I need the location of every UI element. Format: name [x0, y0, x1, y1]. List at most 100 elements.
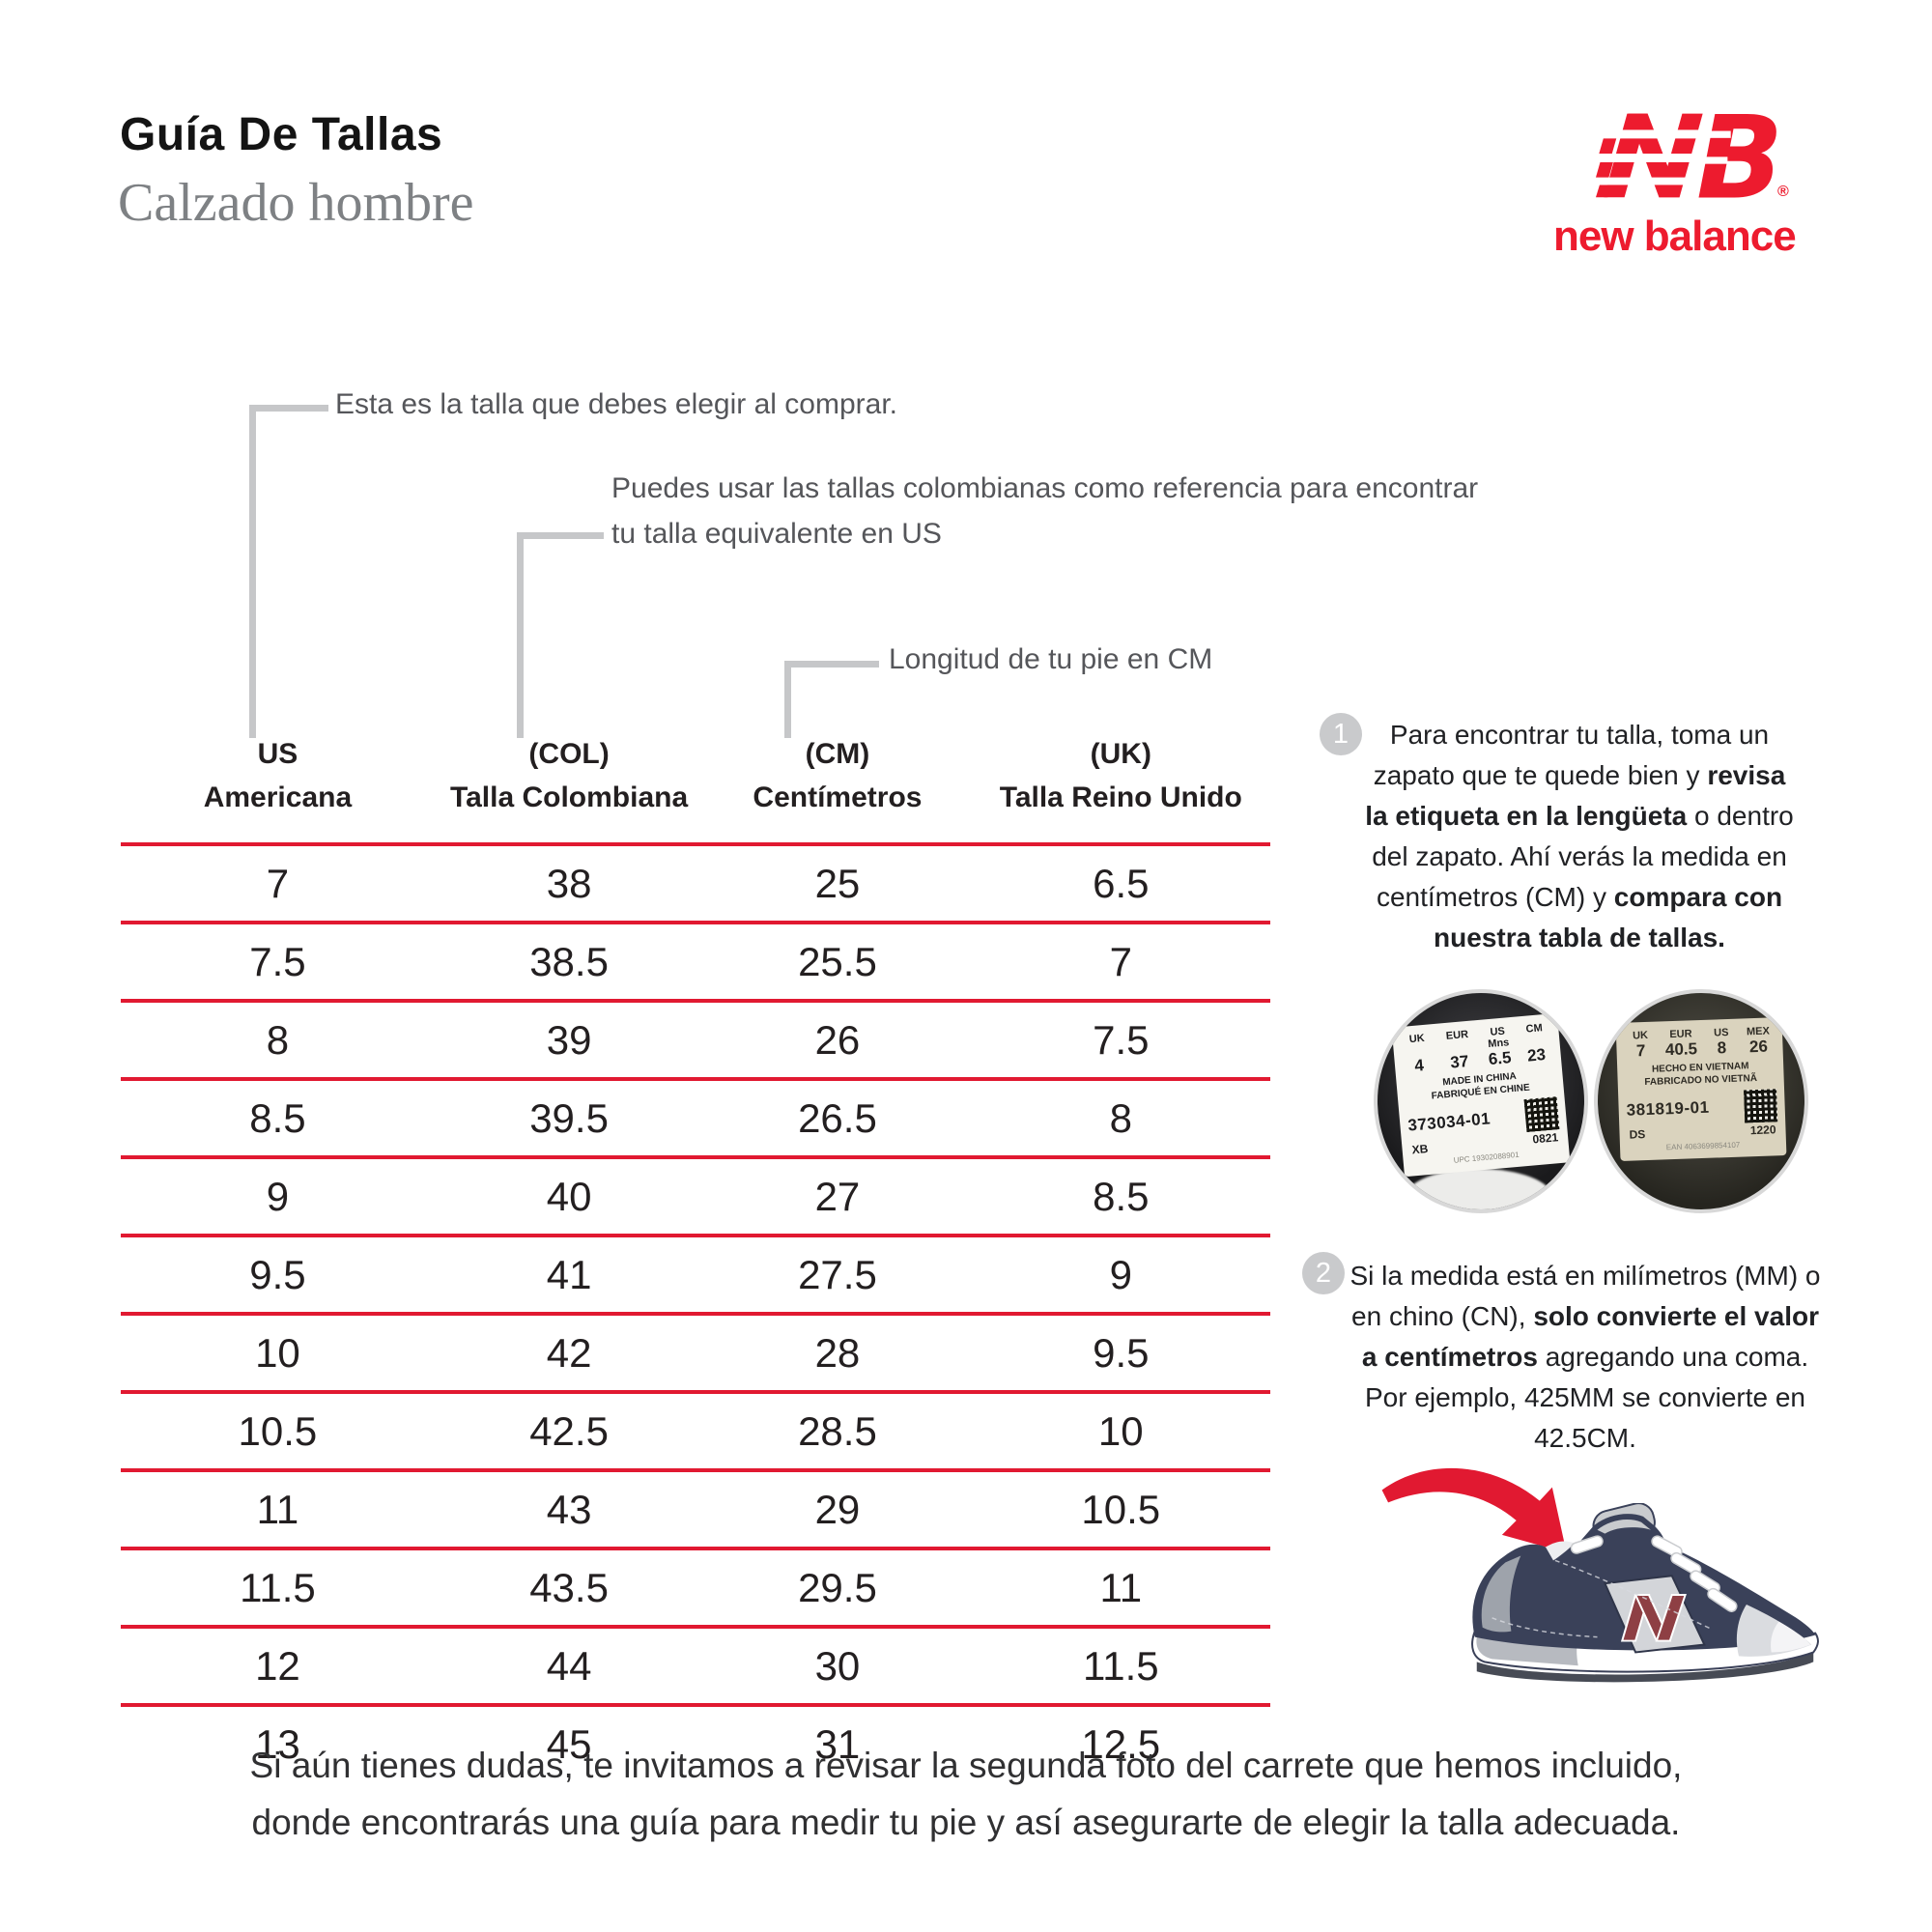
bracket-line-col-horizontal [517, 532, 604, 539]
size-cell: 42.5 [434, 1390, 704, 1470]
tag-size-value: 40.5 [1664, 1039, 1698, 1060]
size-table: US Americana (COL) Talla Colombiana (CM)… [121, 732, 1270, 1781]
size-table-body: 7 38 25 6.5 7.5 38.5 25.5 7 8 39 26 7.5 8.5 39.5 26.5 8… [121, 842, 1270, 1781]
size-cell: 10.5 [121, 1390, 435, 1470]
size-cell: 13 [121, 1703, 435, 1781]
table-row: 9 40 27 8.5 [121, 1155, 1270, 1236]
table-row: 9.5 41 27.5 9 [121, 1234, 1270, 1314]
size-cell: 8.5 [121, 1077, 435, 1157]
bracket-line-col-vertical [517, 532, 524, 738]
footer-note-line2: donde encontrarás una guía para medir tu… [251, 1803, 1681, 1843]
size-cell: 10 [121, 1312, 435, 1392]
bracket-line-cm-vertical [784, 661, 791, 738]
size-cell: 12.5 [971, 1703, 1270, 1781]
bracket-line-cm-horizontal [784, 661, 879, 668]
column-header-col-code: (COL) [528, 738, 610, 770]
tag-factory-code: XB [1411, 1142, 1429, 1157]
column-header-col-label: Talla Colombiana [450, 781, 689, 813]
tissue-paper [1406, 1169, 1551, 1209]
size-cell: 11 [121, 1468, 435, 1548]
step-2-badge: 2 [1302, 1252, 1345, 1294]
table-row: 11 43 29 10.5 [121, 1468, 1270, 1548]
size-cell: 38 [434, 842, 704, 923]
size-cell: 9 [121, 1155, 435, 1236]
tag-size-value: 7 [1635, 1040, 1646, 1061]
size-cell: 25.5 [703, 921, 972, 1001]
size-cell: 9.5 [971, 1312, 1270, 1392]
size-cell: 29.5 [703, 1547, 972, 1627]
shoe-laces [1570, 1535, 1738, 1612]
size-cell: 39 [434, 999, 704, 1079]
column-header-cm-label: Centímetros [753, 781, 923, 813]
size-cell: 7 [121, 842, 435, 923]
svg-text:B: B [1696, 97, 1779, 201]
tag-size-system: UK [1408, 1032, 1426, 1046]
size-cell: 40 [434, 1155, 704, 1236]
size-table-header-row: US Americana (COL) Talla Colombiana (CM)… [121, 732, 1270, 844]
size-cell: 7.5 [971, 999, 1270, 1079]
tag-size-value: 23 [1526, 1045, 1547, 1065]
table-row: 8.5 39.5 26.5 8 [121, 1077, 1270, 1157]
tag-size-value: 6.5 [1488, 1048, 1513, 1069]
shoe-tag-photo-china: UK EUR US Mns CM 4 37 6.5 23 MADE IN CHI… [1374, 989, 1588, 1213]
column-header-us-code: US [257, 738, 298, 770]
size-cell: 8 [121, 999, 435, 1079]
size-cell: 10 [971, 1390, 1270, 1470]
size-cell: 42 [434, 1312, 704, 1392]
tag-date-code: 1220 [1749, 1122, 1776, 1138]
size-cell: 8.5 [971, 1155, 1270, 1236]
tag-date-code: 0821 [1531, 1130, 1559, 1147]
column-header-us: US Americana [121, 732, 435, 844]
callout-col-line1: Puedes usar las tallas colombianas como … [611, 472, 1479, 504]
column-header-uk-label: Talla Reino Unido [999, 781, 1242, 813]
table-row: 10 42 28 9.5 [121, 1312, 1270, 1392]
footer-note: Si aún tienes dudas, te invitamos a revi… [155, 1737, 1777, 1851]
column-header-col: (COL) Talla Colombiana [435, 732, 703, 844]
qr-code-icon [1744, 1089, 1778, 1123]
sneaker-illustration [1471, 1503, 1819, 1683]
bracket-line-us-horizontal [249, 405, 328, 412]
size-cell: 27.5 [703, 1234, 972, 1314]
page-subtitle: Calzado hombre [118, 173, 474, 233]
tag-size-value: 8 [1717, 1038, 1727, 1058]
qr-code-icon [1523, 1096, 1560, 1133]
size-cell: 6.5 [971, 842, 1270, 923]
tag-fine-print: EAN 4063699854107 [1665, 1140, 1741, 1152]
table-row: 10.5 42.5 28.5 10 [121, 1390, 1270, 1470]
shoe-n-logo-icon [1620, 1594, 1687, 1642]
table-row: 13 45 31 12.5 [121, 1703, 1270, 1781]
size-cell: 9 [971, 1234, 1270, 1314]
callout-col-line2: tu talla equivalente en US [611, 517, 942, 550]
registered-trademark-icon: ® [1777, 184, 1789, 200]
column-header-us-label: Americana [203, 781, 353, 813]
callout-cm-length: Longitud de tu pie en CM [889, 643, 1213, 675]
shoe-tag-label: UK EUR US MEX 7 40.5 8 26 HECHO EN VIETN… [1615, 1017, 1787, 1161]
column-header-uk: (UK) Talla Reino Unido [972, 732, 1270, 844]
tag-size-value: 37 [1449, 1052, 1470, 1072]
page-title: Guía De Tallas [120, 109, 443, 160]
tag-size-value: 4 [1413, 1056, 1425, 1075]
tag-size-system: US Mns [1487, 1025, 1510, 1051]
column-header-uk-code: (UK) [1090, 738, 1151, 770]
size-cell: 43 [434, 1468, 704, 1548]
size-cell: 26.5 [703, 1077, 972, 1157]
size-cell: 10.5 [971, 1468, 1270, 1548]
size-cell: 31 [703, 1703, 972, 1781]
size-cell: 12 [121, 1625, 435, 1705]
size-cell: 27 [703, 1155, 972, 1236]
table-row: 7.5 38.5 25.5 7 [121, 921, 1270, 1001]
size-cell: 28 [703, 1312, 972, 1392]
size-cell: 44 [434, 1625, 704, 1705]
table-row: 7 38 25 6.5 [121, 842, 1270, 923]
column-header-cm: (CM) Centímetros [703, 732, 971, 844]
size-cell: 7 [971, 921, 1270, 1001]
tag-style-code: 373034-01 [1406, 1109, 1492, 1135]
new-balance-wordmark: new balance [1553, 213, 1797, 260]
table-row: 8 39 26 7.5 [121, 999, 1270, 1079]
size-cell: 30 [703, 1625, 972, 1705]
callout-col-size: Puedes usar las tallas colombianas como … [611, 467, 1478, 556]
red-arrow-icon [1381, 1467, 1567, 1553]
size-cell: 38.5 [434, 921, 704, 1001]
tag-size-system: CM [1525, 1022, 1544, 1036]
